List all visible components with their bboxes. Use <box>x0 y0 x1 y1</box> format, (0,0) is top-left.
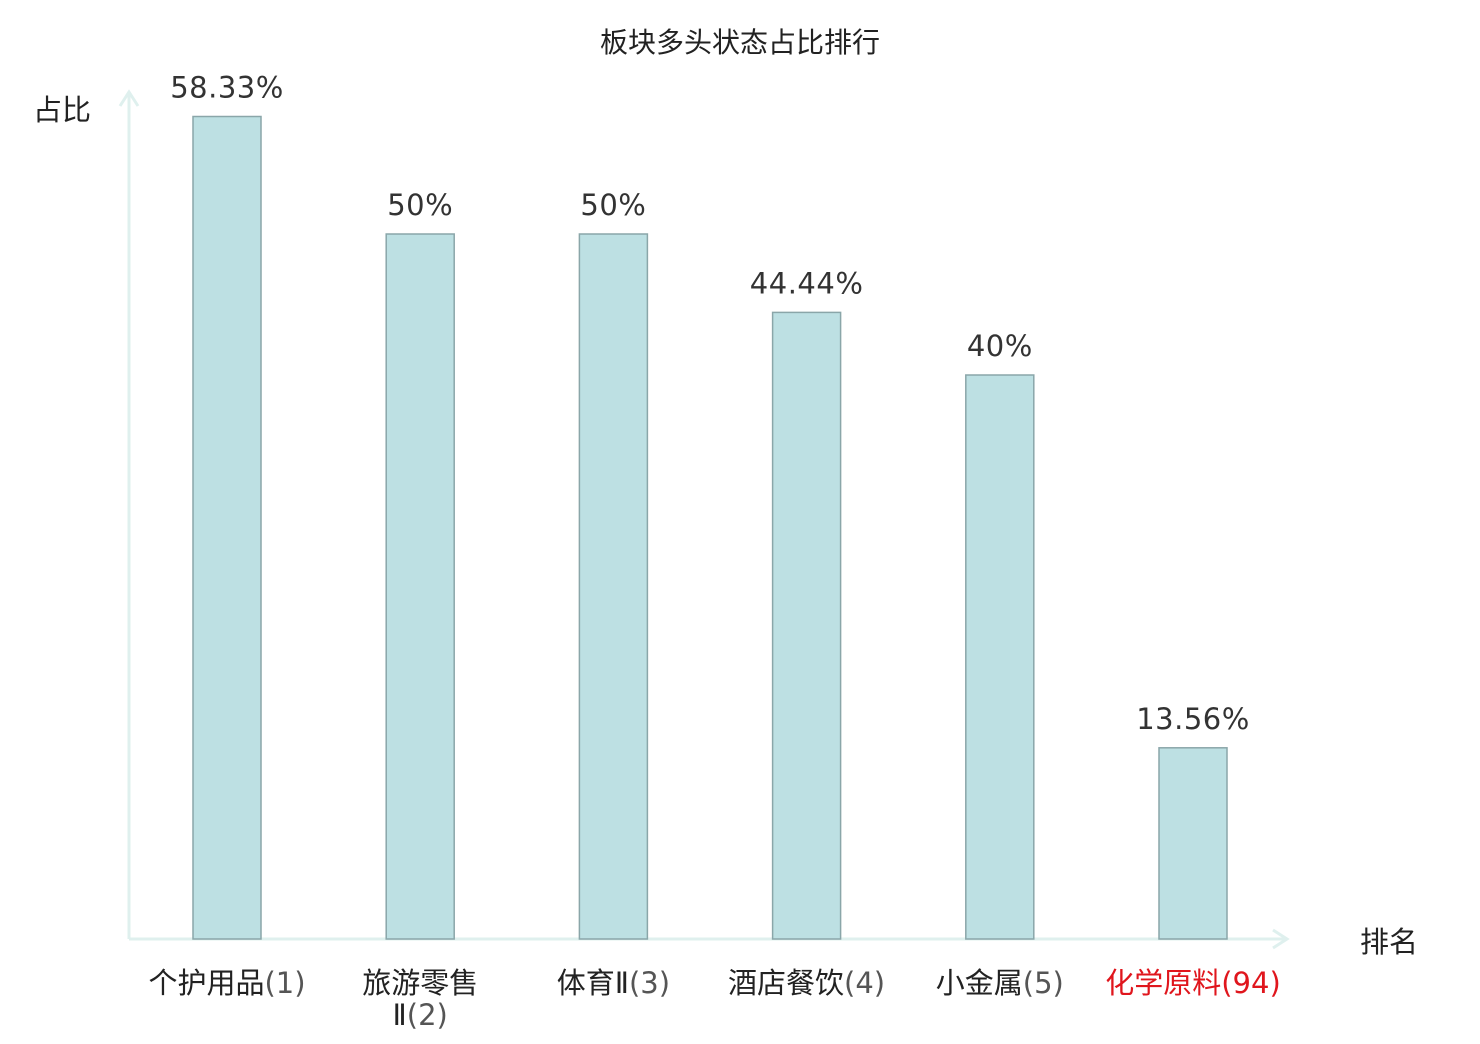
bars-group <box>192 115 1228 940</box>
category-label: 个护用品(1) <box>148 966 305 1000</box>
category-rank: (2) <box>407 998 448 1032</box>
category-name-continuation: Ⅱ <box>393 998 407 1032</box>
category-label: 酒店餐饮(4) <box>728 966 885 1000</box>
x-axis-arrow <box>1272 928 1290 950</box>
category-rank: (3) <box>629 966 670 1000</box>
value-label: 58.33% <box>170 71 284 105</box>
y-axis-label: 占比 <box>33 93 91 127</box>
category-label: 化学原料(94) <box>1105 966 1281 1000</box>
category-rank: (94) <box>1221 966 1281 1000</box>
bar <box>192 115 262 940</box>
bar <box>1158 747 1228 940</box>
category-rank: (4) <box>844 966 885 1000</box>
value-label: 44.44% <box>750 266 864 300</box>
category-name: 体育Ⅱ <box>557 966 629 1000</box>
category-label-line2: Ⅱ(2) <box>393 998 448 1032</box>
value-labels-group: 58.33% 50% 50% 44.44% 40% 13.56% <box>170 71 1250 736</box>
category-name: 小金属 <box>936 966 1023 1000</box>
bar <box>965 374 1035 940</box>
category-rank: (1) <box>264 966 305 1000</box>
bar <box>771 311 842 940</box>
category-label: 旅游零售 <box>362 966 478 1000</box>
category-name: 酒店餐饮 <box>728 966 844 1000</box>
category-rank: (5) <box>1023 966 1064 1000</box>
bar <box>385 233 455 940</box>
category-name: 个护用品 <box>148 966 264 1000</box>
chart-title: 板块多头状态占比排行 <box>600 26 880 59</box>
category-name: 化学原料 <box>1105 966 1221 1000</box>
value-label: 40% <box>967 329 1033 363</box>
bar <box>578 233 649 940</box>
x-axis-label: 排名 <box>1360 925 1418 959</box>
category-label: 小金属(5) <box>936 966 1064 1000</box>
category-label: 体育Ⅱ(3) <box>557 966 670 1000</box>
y-axis-arrow <box>118 89 140 107</box>
value-label: 50% <box>580 188 646 222</box>
value-label: 50% <box>387 188 453 222</box>
value-label: 13.56% <box>1136 702 1250 736</box>
